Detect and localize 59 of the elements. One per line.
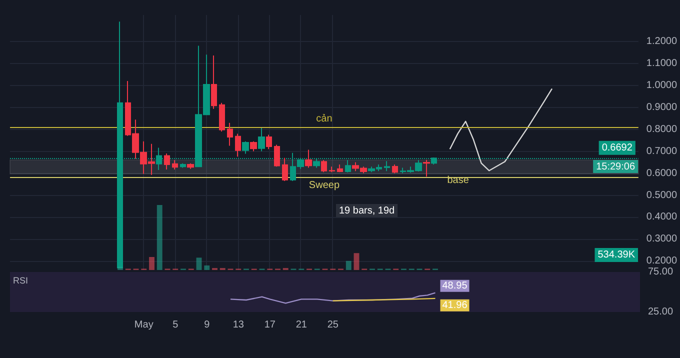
y-tick-label: 0.4000 — [646, 212, 678, 223]
y-tick-label: 0.7000 — [646, 146, 678, 157]
candlestick — [235, 133, 241, 158]
y-tick-label: 1.2000 — [646, 36, 678, 47]
bar — [354, 253, 360, 270]
candlestick — [227, 122, 233, 146]
candlestick — [211, 54, 217, 110]
candlestick — [337, 164, 343, 173]
data-label: 41.96 — [442, 300, 468, 311]
bar — [346, 260, 352, 270]
y-tick-label: 0.6000 — [646, 168, 678, 179]
candlestick — [329, 166, 335, 173]
candlestick — [187, 162, 194, 170]
candlestick — [274, 144, 280, 168]
y-tick-label: 0.2000 — [646, 256, 678, 267]
x-tick-label: 5 — [172, 320, 179, 330]
ref-line-label: 0.6692 — [602, 142, 633, 154]
data-label: 48.95 — [442, 280, 468, 292]
x-tick-label: 13 — [232, 320, 244, 330]
candlestick — [219, 102, 225, 132]
x-tick-label: May — [134, 320, 154, 330]
annotation: 19 bars, 19d — [339, 206, 395, 216]
y-tick-label: 25.00 — [648, 306, 674, 318]
ref-line-label: cản — [316, 114, 332, 125]
annotation: 15:29:06 — [596, 162, 636, 172]
x-tick-label: 25 — [327, 320, 339, 330]
candlestick — [321, 160, 327, 173]
candlestick — [305, 149, 312, 168]
candlestick — [258, 127, 265, 152]
bar — [149, 257, 154, 270]
y-tick-label: 1.0000 — [646, 80, 678, 91]
candlestick — [282, 157, 288, 182]
bar — [204, 265, 210, 270]
x-tick-label: 21 — [296, 320, 308, 330]
candlestick — [392, 164, 398, 174]
candlestick — [345, 160, 351, 173]
bar — [118, 266, 123, 270]
y-tick-label: 0.3000 — [646, 234, 678, 245]
candlestick — [250, 140, 257, 152]
y-tick-label: 0.5000 — [646, 190, 678, 201]
bar — [156, 205, 162, 270]
x-tick-label: 9 — [204, 320, 210, 330]
candlestick — [384, 160, 390, 172]
candlestick — [172, 160, 178, 170]
candlestick — [180, 162, 186, 168]
candlestick — [242, 140, 249, 154]
y-tick-label: 0.8000 — [646, 124, 678, 135]
candlestick — [423, 159, 430, 178]
line-series — [449, 88, 553, 172]
candlestick — [266, 134, 272, 150]
y-tick-label: 75.00 — [648, 266, 674, 278]
x-tick-label: 17 — [264, 320, 276, 330]
bar — [196, 258, 202, 270]
y-tick-label: 0.9000 — [646, 102, 678, 113]
candlestick — [164, 152, 170, 170]
y-tick-label: 1.1000 — [646, 58, 678, 69]
ref-line-label: Sweep — [308, 180, 340, 192]
annotation: 534.39K — [598, 250, 636, 260]
chart-title: RSI — [13, 276, 28, 286]
